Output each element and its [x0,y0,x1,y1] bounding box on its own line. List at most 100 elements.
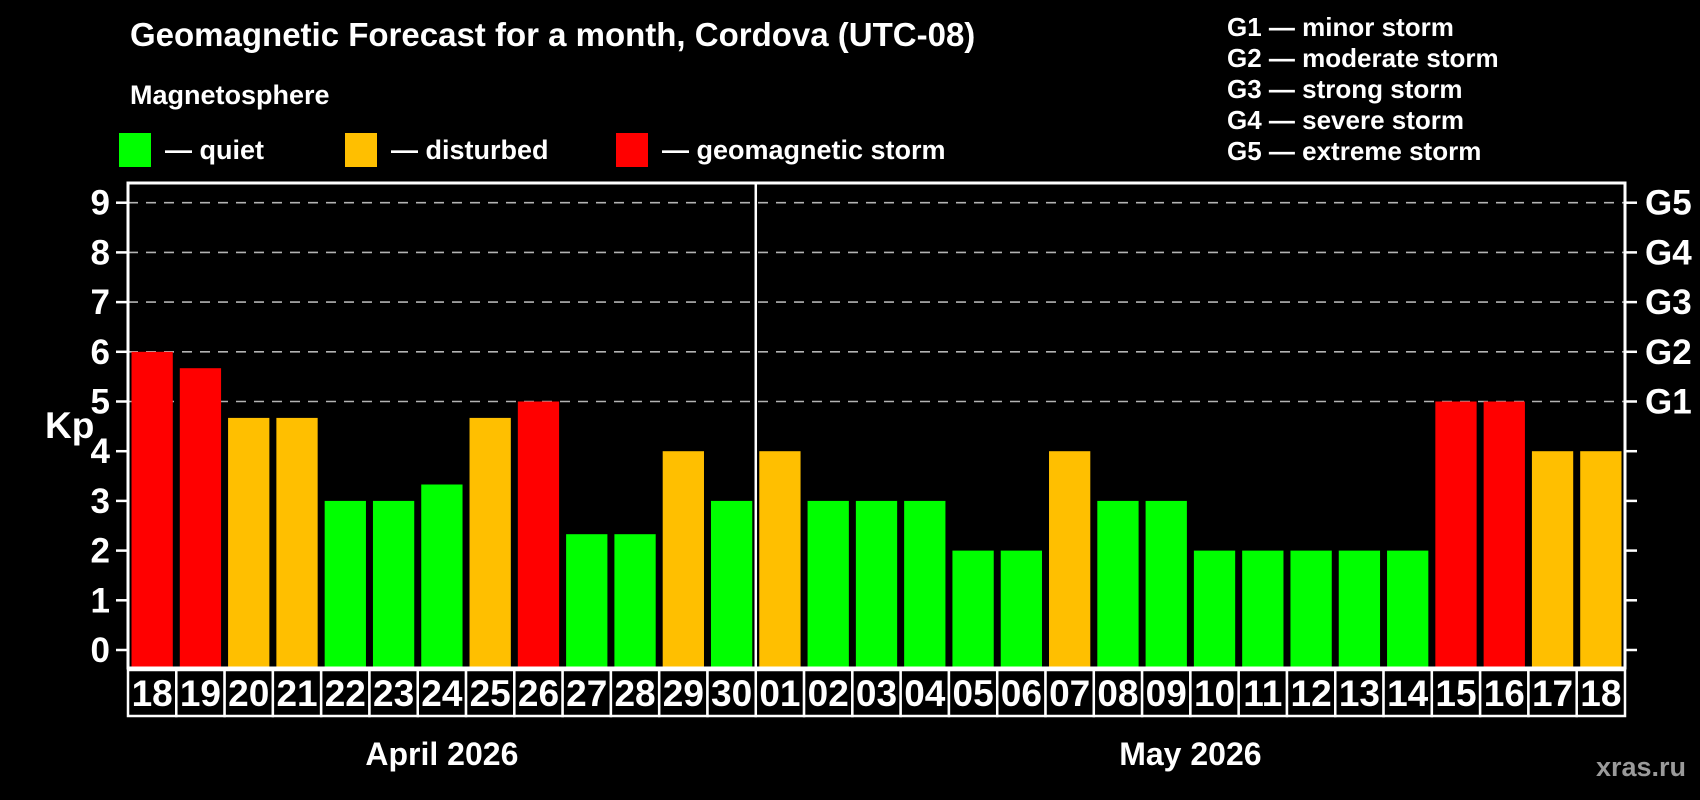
day-label-14: 14 [1387,673,1429,714]
kp-bar-12 [1290,550,1332,668]
day-cell-18 [126,668,178,718]
day-cell-13 [1334,668,1385,718]
day-cell-14 [1382,668,1434,718]
g-level-label-G1: G1 [1645,383,1692,422]
kp-bar-26 [517,401,560,668]
y-tick-label-7: 7 [91,283,110,322]
kp-bar-23 [372,500,415,668]
day-label-18: 18 [132,673,173,714]
day-label-19: 19 [180,673,221,714]
kp-bar-19 [179,368,222,668]
month-label-may: May 2026 [1119,736,1261,772]
magnetosphere-label: Magnetosphere [130,80,330,110]
kp-bar-07 [1049,451,1091,668]
day-label-11: 11 [1243,673,1282,714]
plot-frame [126,181,1627,670]
g-level-label-G5: G5 [1645,184,1692,223]
kp-bar-14 [1387,550,1429,668]
g-level-label-G3: G3 [1645,283,1692,322]
y-tick-label-1: 1 [91,581,110,620]
kp-bar-02 [807,500,849,668]
day-cell-29 [657,668,709,718]
disturbed-color-swatch [345,133,377,167]
y-tick-label-0: 0 [91,631,110,670]
day-label-01: 01 [759,673,800,714]
day-label-08: 08 [1097,673,1138,714]
day-label-29: 29 [663,673,704,714]
kp-bar-10 [1193,550,1236,668]
kp-bar-01 [759,451,801,668]
day-cell-19 [175,668,226,718]
kp-bar-30 [710,500,753,668]
day-label-30: 30 [711,673,752,714]
g-level-label-G4: G4 [1645,233,1692,272]
y-tick-label-8: 8 [91,233,110,272]
day-label-10: 10 [1194,673,1235,714]
day-label-05: 05 [953,673,994,714]
y-tick-label-2: 2 [91,532,110,571]
g4-legend-line: G4 — severe storm [1227,105,1465,135]
day-cell-21 [271,668,323,718]
day-label-17: 17 [1532,673,1573,714]
day-label-24: 24 [421,673,463,714]
day-label-28: 28 [614,673,655,714]
kp-bar-11 [1242,550,1284,668]
legend-item-disturbed: — disturbed [345,133,549,167]
kp-bar-20 [228,417,270,668]
g-scale-legend: G1 — minor storm G2 — moderate storm G3 … [1227,12,1499,167]
legend-label-quiet: — quiet [165,134,264,165]
month-label-april: April 2026 [365,736,518,772]
day-label-15: 15 [1435,673,1476,714]
kp-bar-25 [469,417,511,668]
legend-item-storm: — geomagnetic storm [616,133,946,167]
kp-bar-03 [855,500,898,668]
g3-legend-line: G3 — strong storm [1227,74,1463,104]
kp-bar-13 [1338,550,1381,668]
kp-bar-08 [1097,500,1139,668]
day-label-20: 20 [228,673,269,714]
day-cell-02 [802,668,854,718]
quiet-color-swatch [119,133,151,167]
day-label-16: 16 [1484,673,1525,714]
y-tick-label-5: 5 [91,383,110,422]
y-tick-label-4: 4 [91,432,111,471]
xras-watermark: xras.ru [1595,752,1686,782]
day-label-03: 03 [856,673,897,714]
storm-color-swatch [616,133,648,167]
day-label-09: 09 [1146,673,1187,714]
day-label-13: 13 [1339,673,1380,714]
kp-bar-06 [1000,550,1043,668]
kp-bar-22 [324,500,366,668]
kp-bar-18 [1580,451,1622,668]
day-cell-07 [1044,668,1096,718]
kp-bar-21 [276,417,318,668]
day-cell-11 [1237,668,1289,718]
kp-bar-04 [904,500,946,668]
day-label-21: 21 [276,673,317,714]
kp-bar-09 [1145,500,1187,668]
y-tick-label-6: 6 [91,333,110,372]
day-label-25: 25 [470,673,511,714]
day-cell-23 [368,668,419,718]
day-cell-18 [1575,668,1627,718]
kp-bar-29 [662,451,704,668]
kp-bar-28 [614,534,656,668]
day-label-12: 12 [1291,673,1332,714]
day-label-02: 02 [808,673,849,714]
kp-bar-18 [131,351,173,668]
g5-legend-line: G5 — extreme storm [1227,136,1482,166]
day-label-07: 07 [1049,673,1090,714]
day-label-26: 26 [518,673,559,714]
kp-bar-15 [1435,401,1477,668]
day-label-23: 23 [373,673,414,714]
y-tick-label-3: 3 [91,482,110,521]
day-label-06: 06 [1001,673,1042,714]
legend-item-quiet: — quiet [119,133,264,167]
kp-bar-17 [1531,451,1574,668]
day-cell-28 [609,668,661,718]
g1-legend-line: G1 — minor storm [1227,12,1454,42]
legend-label-disturbed: — disturbed [391,134,549,165]
day-cell-22 [319,668,371,718]
